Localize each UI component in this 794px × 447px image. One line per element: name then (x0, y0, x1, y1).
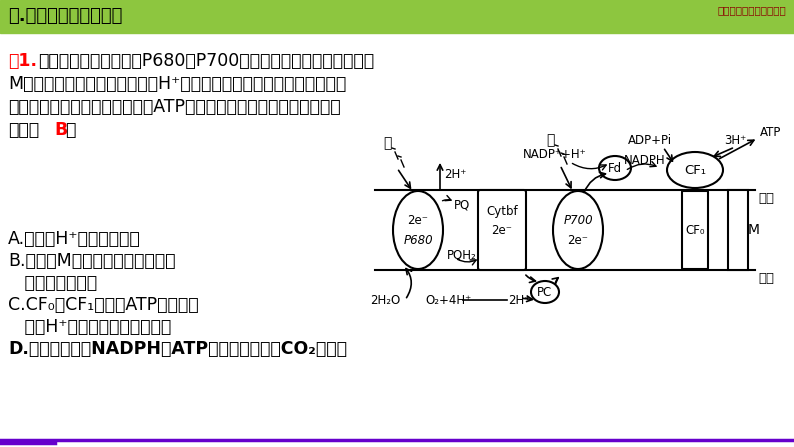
Text: C.CF₀和CF₁与催化ATP的合成、: C.CF₀和CF₁与催化ATP的合成、 (8, 296, 198, 314)
Text: CF₀: CF₀ (685, 224, 705, 236)
Text: A.乙侧的H⁺完全来自甲侧: A.乙侧的H⁺完全来自甲侧 (8, 230, 141, 248)
Text: B: B (54, 121, 67, 139)
Text: ）: ） (65, 121, 75, 139)
Text: M表示某种生物膜，其中乙侧的H⁺浓度远高于甲侧，在该浓度差中储存: M表示某种生物膜，其中乙侧的H⁺浓度远高于甲侧，在该浓度差中储存 (8, 75, 346, 93)
Text: 甲侧: 甲侧 (758, 191, 774, 204)
Text: 例1.: 例1. (8, 52, 37, 70)
Text: 2H₂O: 2H₂O (370, 294, 400, 307)
Text: ATP: ATP (760, 126, 781, 139)
Text: Cytbf: Cytbf (486, 206, 518, 219)
Text: NADP⁺+H⁺: NADP⁺+H⁺ (523, 148, 587, 161)
Text: 转运H⁺有关，很可能是蛋白质: 转运H⁺有关，很可能是蛋白质 (8, 318, 172, 336)
Text: M: M (748, 223, 760, 237)
Text: D.该场所产生的NADPH和ATP将参与暗反应中CO₂的固定: D.该场所产生的NADPH和ATP将参与暗反应中CO₂的固定 (8, 340, 347, 358)
Bar (0, 0, 794, 33)
Text: P700: P700 (563, 214, 593, 227)
Text: P680: P680 (403, 233, 433, 246)
Ellipse shape (667, 152, 723, 188)
Text: 2H⁺: 2H⁺ (444, 168, 466, 181)
Ellipse shape (599, 156, 631, 180)
Text: 3H⁺: 3H⁺ (724, 134, 746, 147)
Text: 着一种势能，该势能是此处形成ATP的前提。据图分析，下列说法正确: 着一种势能，该势能是此处形成ATP的前提。据图分析，下列说法正确 (8, 98, 341, 116)
Text: Fd: Fd (608, 161, 622, 174)
Text: O₂+4H⁺: O₂+4H⁺ (425, 294, 472, 307)
Text: 2e⁻: 2e⁻ (491, 224, 512, 236)
Text: 2e⁻: 2e⁻ (568, 233, 588, 246)
Text: PC: PC (538, 286, 553, 299)
Text: B.生物膜M是叶绿体类囊体薄膜，: B.生物膜M是叶绿体类囊体薄膜， (8, 252, 175, 270)
Text: PQH₂: PQH₂ (447, 249, 477, 261)
Ellipse shape (553, 191, 603, 269)
Text: 的是（: 的是（ (8, 121, 39, 139)
Text: 乙侧: 乙侧 (758, 271, 774, 284)
Text: 2H⁺: 2H⁺ (508, 294, 530, 307)
Text: 光: 光 (545, 133, 554, 147)
Bar (728, 190, 748, 270)
Text: 光: 光 (383, 136, 391, 150)
FancyBboxPatch shape (478, 190, 526, 270)
Text: PQ: PQ (454, 198, 470, 211)
Text: 一.光系统及电子传递链: 一.光系统及电子传递链 (8, 7, 122, 25)
Text: CF₁: CF₁ (684, 164, 706, 177)
Text: 下图所示生理过程中，P680和P700表示两种特殊状态的叶绿素，: 下图所示生理过程中，P680和P700表示两种特殊状态的叶绿素， (38, 52, 374, 70)
Text: 属于叶绿体内膜: 属于叶绿体内膜 (8, 274, 97, 292)
Text: 鱼票月半出品，必是精品: 鱼票月半出品，必是精品 (717, 5, 786, 15)
FancyBboxPatch shape (682, 191, 708, 269)
Ellipse shape (393, 191, 443, 269)
Text: 2e⁻: 2e⁻ (407, 214, 429, 227)
Text: ADP+Pi: ADP+Pi (628, 134, 672, 147)
Text: NADPH: NADPH (624, 153, 666, 166)
Ellipse shape (531, 281, 559, 303)
